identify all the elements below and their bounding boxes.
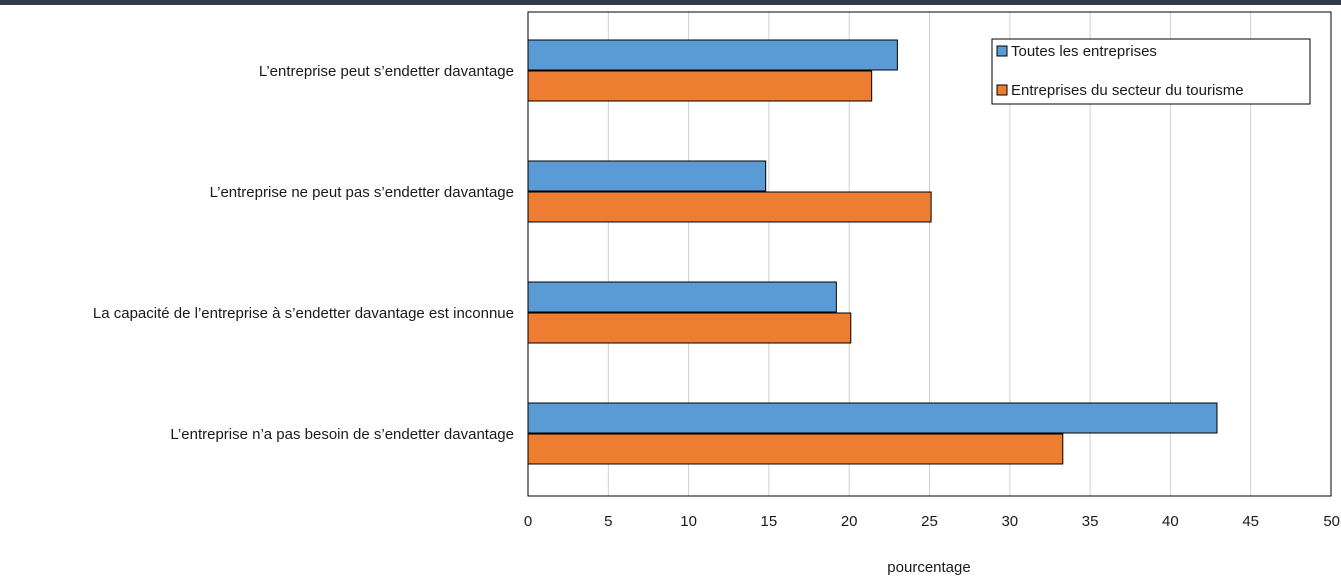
legend-swatch-toutes — [996, 45, 1008, 57]
bar-tourisme-4 — [527, 433, 1064, 465]
x-tick-label-0: 0 — [524, 513, 532, 530]
x-tick-label-5: 5 — [604, 513, 612, 530]
legend: Toutes les entreprises Entreprises du se… — [991, 38, 1311, 105]
category-label-4: L’entreprise n’a pas besoin de s’endette… — [170, 426, 514, 443]
plot-frame — [527, 11, 1332, 497]
legend-label-toutes: Toutes les entreprises — [1011, 43, 1157, 60]
bar-tourisme-2 — [527, 191, 932, 223]
category-label-1: L’entreprise peut s’endetter davantage — [259, 63, 514, 80]
x-tick-label-20: 20 — [841, 513, 858, 530]
x-tick-label-45: 45 — [1242, 513, 1259, 530]
bar-toutes-4 — [527, 402, 1218, 434]
x-tick-labels: 0 5 10 15 20 25 30 35 40 45 50 — [524, 513, 1340, 530]
top-rule — [0, 0, 1341, 5]
axes — [527, 11, 1332, 497]
category-label-3: La capacité de l’entreprise à s’endetter… — [93, 305, 514, 322]
x-tick-label-15: 15 — [761, 513, 778, 530]
bar-tourisme-3 — [527, 312, 852, 344]
category-label-2: L’entreprise ne peut pas s’endetter dava… — [210, 184, 514, 201]
x-axis-title: pourcentage — [887, 559, 970, 576]
legend-swatch-tourisme — [996, 84, 1008, 96]
legend-box — [991, 38, 1311, 105]
x-tick-label-50: 50 — [1323, 513, 1340, 530]
bar-toutes-3 — [527, 281, 837, 313]
bar-toutes-2 — [527, 160, 767, 192]
x-tick-label-35: 35 — [1082, 513, 1099, 530]
x-tick-label-25: 25 — [921, 513, 938, 530]
legend-label-tourisme: Entreprises du secteur du tourisme — [1011, 82, 1244, 99]
category-labels: L’entreprise peut s’endetter davantage L’… — [93, 63, 514, 443]
bar-tourisme-1 — [527, 70, 873, 102]
x-tick-label-30: 30 — [1001, 513, 1018, 530]
x-tick-label-10: 10 — [680, 513, 697, 530]
bar-toutes-1 — [527, 39, 898, 71]
x-tick-label-40: 40 — [1162, 513, 1179, 530]
bars — [527, 39, 1218, 465]
